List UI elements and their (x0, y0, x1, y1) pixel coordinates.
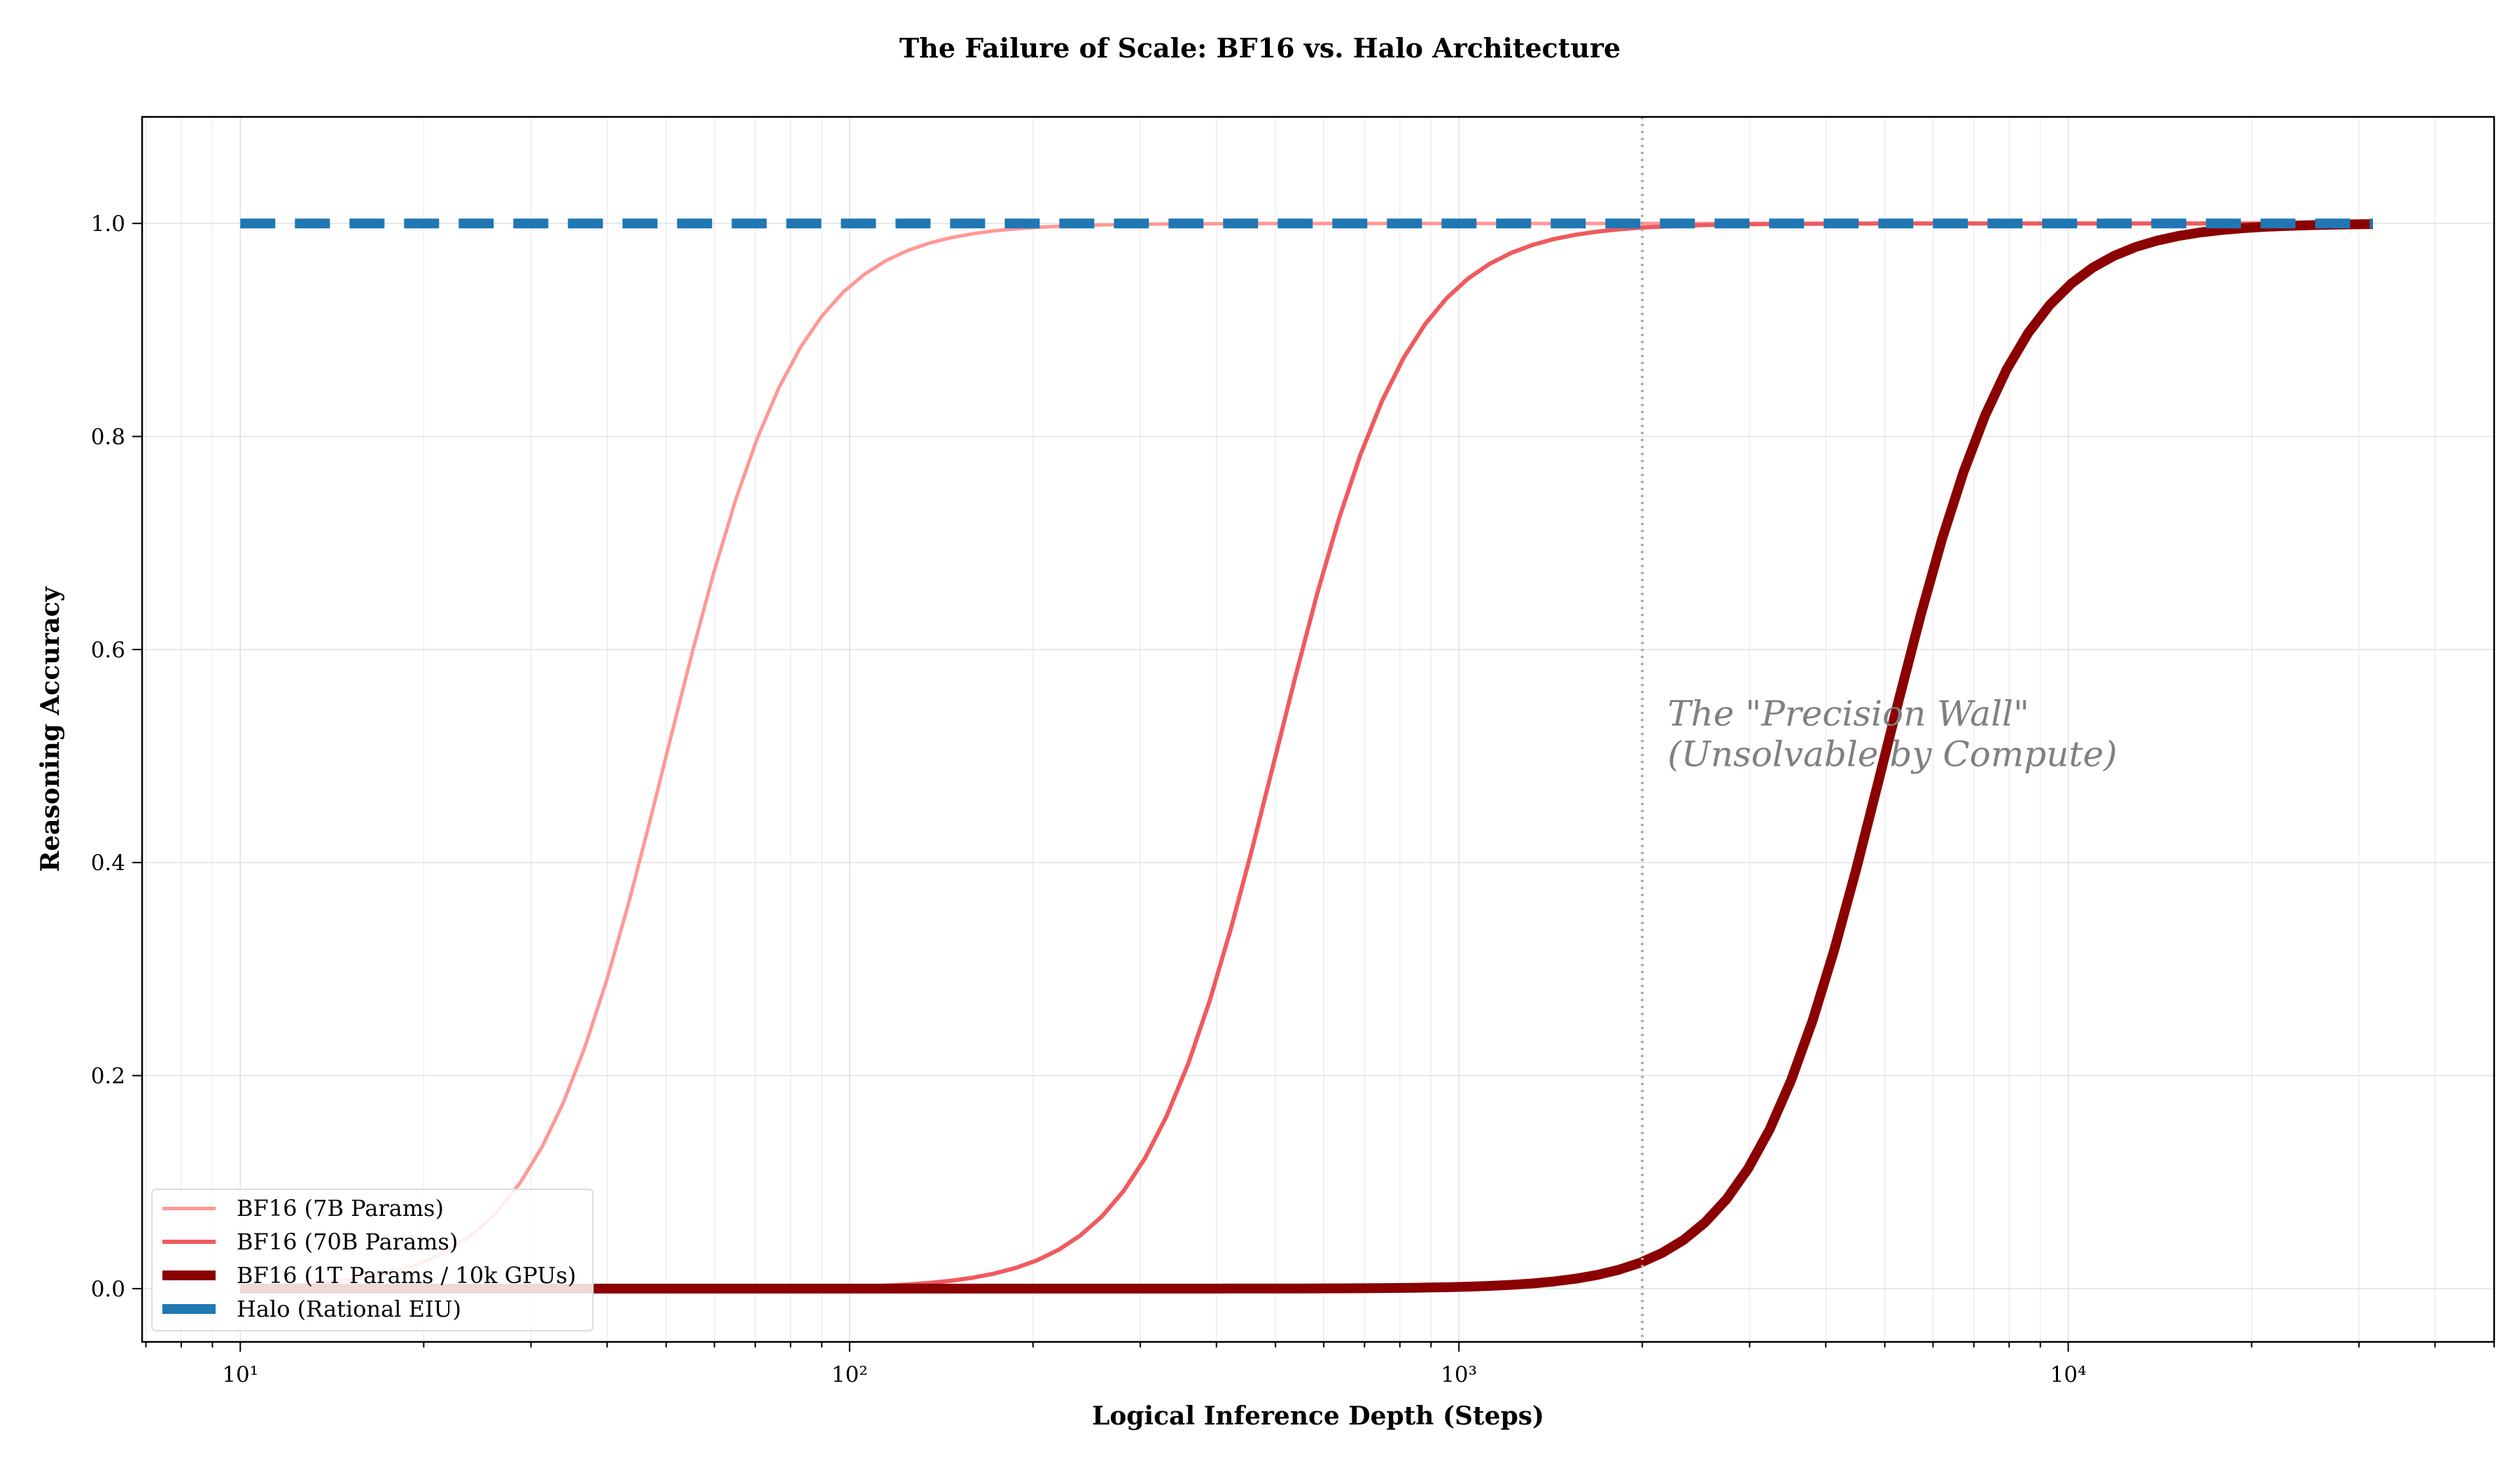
legend-swatch (162, 1304, 216, 1314)
y-tick-label: 1.0 (91, 211, 125, 237)
legend-swatch (162, 1206, 216, 1210)
legend-label: BF16 (7B Params) (237, 1195, 444, 1222)
legend-item: BF16 (1T Params / 10k GPUs) (162, 1259, 576, 1292)
legend-item: BF16 (70B Params) (162, 1225, 458, 1259)
x-axis-label: Logical Inference Depth (Steps) (1092, 1401, 1544, 1431)
precision-wall-annotation: (Unsolvable by Compute) (1667, 734, 2117, 775)
chart-title: The Failure of Scale: BF16 vs. Halo Arch… (899, 32, 1620, 64)
series-line (240, 219, 2373, 1294)
legend-item: Halo (Rational EIU) (162, 1292, 461, 1326)
x-tick-label: 10⁴ (2050, 1362, 2087, 1387)
precision-wall-annotation: The "Precision Wall" (1667, 694, 2029, 734)
legend-label: BF16 (1T Params / 10k GPUs) (237, 1262, 577, 1289)
x-tick-label: 10² (832, 1362, 868, 1387)
legend-swatch (162, 1240, 216, 1244)
y-tick-label: 0.0 (91, 1277, 125, 1302)
legend-label: BF16 (70B Params) (237, 1228, 458, 1255)
legend-label: Halo (Rational EIU) (237, 1296, 461, 1322)
legend: BF16 (7B Params) BF16 (70B Params) BF16 … (151, 1189, 594, 1331)
plot-frame (141, 115, 2496, 1343)
annotations: The "Precision Wall"(Unsolvable by Compu… (1641, 117, 2118, 1342)
legend-swatch (162, 1270, 216, 1280)
y-tick-label: 0.6 (91, 638, 125, 663)
y-tick-label: 0.2 (91, 1064, 125, 1089)
x-tick-label: 10³ (1441, 1362, 1477, 1387)
x-tick-label: 10¹ (222, 1362, 258, 1387)
grid (142, 117, 2495, 1342)
legend-item: BF16 (7B Params) (162, 1191, 444, 1225)
y-tick-label: 0.8 (91, 425, 125, 450)
series-lines (240, 218, 2373, 1294)
axis-ticks: 0.0 0.2 0.4 0.6 0.8 1.0 10¹ 10² 10³ 10⁴ (91, 211, 2495, 1387)
y-tick-label: 0.4 (91, 850, 125, 876)
y-axis-label: Reasoning Accuracy (36, 586, 65, 872)
